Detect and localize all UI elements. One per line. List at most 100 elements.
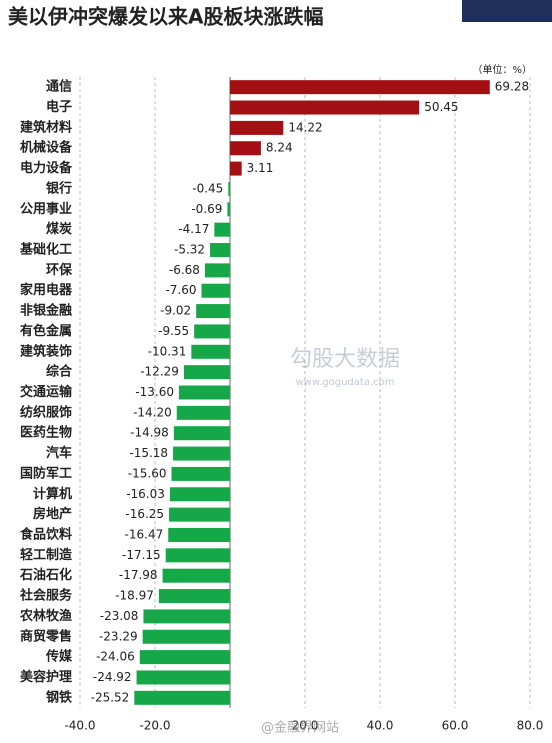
x-tick-label: -20.0 (139, 719, 170, 733)
bar (173, 446, 230, 461)
value-label: 8.24 (266, 141, 293, 155)
bar (179, 385, 230, 400)
value-label: -4.17 (178, 222, 209, 236)
value-label: 50.45 (424, 100, 458, 114)
y-tick-label: 钢铁 (46, 689, 72, 705)
y-tick-label: 煤炭 (46, 221, 72, 237)
y-tick-label: 纺织服饰 (20, 404, 72, 420)
bar (228, 181, 230, 196)
value-label: 69.28 (495, 80, 529, 94)
bar (162, 568, 230, 583)
value-label: -16.47 (125, 527, 164, 541)
y-tick-label: 医药生物 (20, 425, 72, 441)
bar (230, 100, 420, 115)
value-label: -7.60 (165, 283, 196, 297)
value-label: -14.20 (133, 405, 172, 419)
value-label: -15.18 (129, 446, 168, 460)
bar (230, 161, 242, 176)
value-label: -10.31 (148, 344, 187, 358)
value-label: -14.98 (130, 426, 169, 440)
bar (230, 80, 490, 95)
y-tick-label: 家用电器 (20, 282, 73, 298)
y-tick-label: 交通运输 (20, 384, 73, 400)
bar (191, 344, 230, 359)
value-label: 14.22 (288, 120, 322, 134)
bar (139, 650, 230, 665)
watermark: www.gogudata.com (295, 377, 394, 388)
y-tick-label: 有色金属 (20, 323, 72, 339)
value-label: -15.60 (128, 466, 167, 480)
value-label: -13.60 (135, 385, 174, 399)
value-label: -16.25 (125, 507, 164, 521)
y-tick-label: 建筑材料 (20, 119, 72, 135)
bar (165, 548, 230, 563)
bar (201, 283, 230, 298)
y-tick-label: 食品饮料 (20, 526, 72, 542)
value-label: -6.68 (169, 263, 200, 277)
y-tick-label: 美容护理 (20, 669, 72, 685)
bar (171, 466, 230, 481)
bar (196, 304, 230, 319)
value-label: -23.08 (100, 609, 139, 623)
bar (169, 487, 230, 502)
x-tick-label: 80.0 (517, 719, 544, 733)
bar (230, 141, 261, 156)
unit-note: （单位：%） (472, 63, 532, 76)
y-tick-label: 银行 (46, 180, 72, 196)
y-tick-label: 公用事业 (20, 201, 72, 217)
bar (214, 222, 230, 237)
bar (173, 426, 230, 441)
value-label: -25.52 (91, 690, 130, 704)
value-label: -9.02 (160, 304, 191, 318)
y-tick-label: 商贸零售 (20, 628, 72, 644)
y-tick-label: 机械设备 (20, 140, 73, 156)
y-tick-label: 非银金融 (20, 303, 72, 319)
y-tick-label: 计算机 (33, 486, 72, 502)
bar (204, 263, 230, 278)
bar (158, 589, 230, 604)
y-tick-label: 传媒 (45, 649, 73, 665)
bar (143, 609, 230, 624)
value-label: -17.15 (122, 548, 161, 562)
y-tick-label: 通信 (46, 79, 72, 95)
bar (168, 527, 230, 542)
bar (134, 690, 230, 705)
chart-title: 美以伊冲突爆发以来A股板块涨跌幅 (8, 5, 323, 29)
y-tick-label: 石油石化 (19, 567, 72, 583)
y-tick-label: 汽车 (46, 445, 72, 461)
value-label: -16.03 (126, 487, 165, 501)
bar (176, 405, 230, 420)
value-label: -0.45 (192, 181, 223, 195)
value-label: -5.32 (174, 243, 205, 257)
value-label: -0.69 (191, 202, 222, 216)
x-tick-label: 20.0 (292, 719, 319, 733)
y-tick-label: 综合 (46, 364, 73, 380)
value-label: -12.29 (140, 365, 179, 379)
bar (210, 243, 230, 258)
bar (169, 507, 230, 522)
value-label: -9.55 (158, 324, 189, 338)
y-tick-label: 房地产 (33, 506, 72, 522)
value-label: -17.98 (119, 568, 158, 582)
logo-box (462, 0, 552, 22)
bar (230, 120, 284, 135)
x-tick-label: 40.0 (367, 719, 394, 733)
watermark: 勾股大数据 (290, 347, 400, 372)
y-tick-label: 农林牧渔 (19, 608, 72, 624)
y-tick-label: 电力设备 (20, 160, 73, 176)
y-tick-label: 建筑装饰 (20, 343, 72, 359)
value-label: 3.11 (247, 161, 274, 175)
bar (227, 202, 230, 217)
x-tick-label: -40.0 (64, 719, 95, 733)
y-tick-label: 环保 (46, 262, 73, 278)
y-tick-label: 轻工制造 (20, 547, 73, 563)
value-label: -23.29 (99, 629, 138, 643)
bar (183, 365, 230, 380)
watermark: @金融界网站 (261, 720, 339, 736)
y-tick-label: 基础化工 (19, 242, 72, 258)
y-tick-label: 国防军工 (20, 465, 72, 481)
value-label: -24.06 (96, 650, 135, 664)
bar (142, 629, 230, 644)
y-tick-label: 电子 (46, 99, 72, 115)
